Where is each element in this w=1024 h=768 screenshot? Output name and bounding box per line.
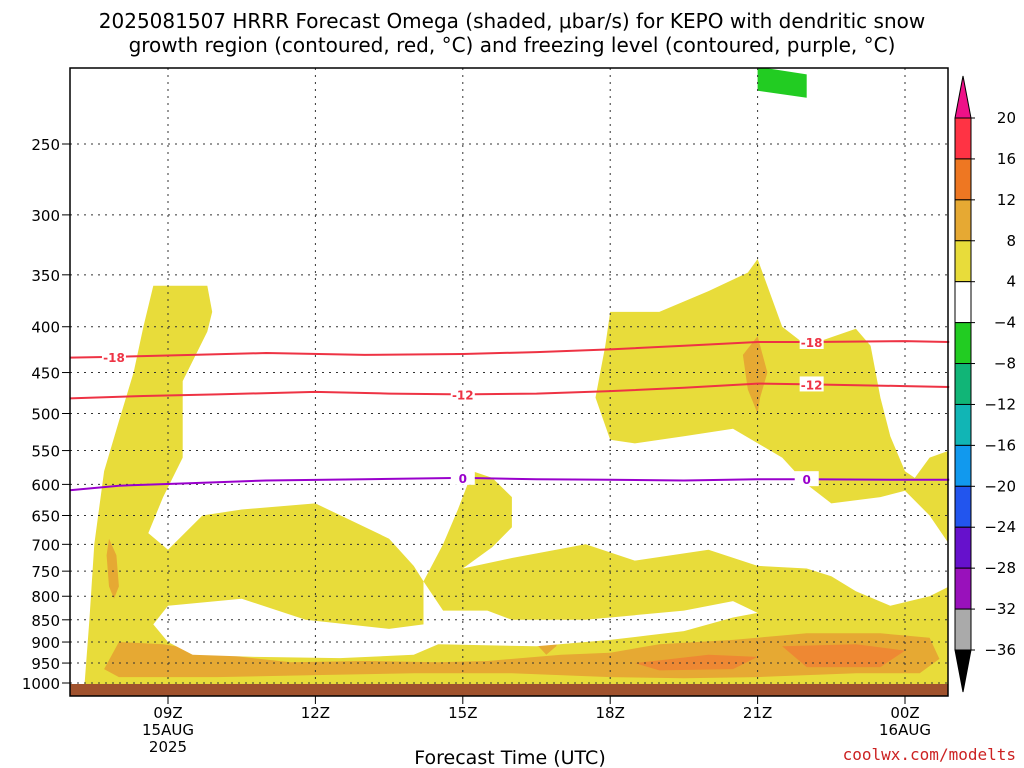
colorbar-swatch-1 bbox=[954, 158, 972, 201]
colorbar-swatch-9 bbox=[954, 485, 972, 528]
chart-title-line-2: growth region (contoured, red, °C) and f… bbox=[129, 33, 896, 57]
colorbar-label: −4 bbox=[994, 314, 1016, 332]
contour-label--18: -18 bbox=[801, 336, 823, 350]
colorbar-label: 16 bbox=[997, 150, 1016, 168]
colorbar-label: −12 bbox=[984, 395, 1016, 413]
y-tick-label-600: 600 bbox=[31, 476, 60, 494]
x-tick-label: 12Z bbox=[301, 704, 330, 722]
colorbar: 20 16 12 8 4 −4 −8 −12 −16 −20 −24 −28 −32 −36 bbox=[954, 75, 1016, 693]
x-tick-label: 09Z bbox=[153, 704, 182, 722]
y-tick-label-950: 950 bbox=[31, 655, 60, 673]
y-tick-label-650: 650 bbox=[31, 508, 60, 526]
y-tick-label-300: 300 bbox=[31, 207, 60, 225]
contour-label-bg bbox=[799, 333, 824, 349]
x-tick-label: 16AUG bbox=[879, 721, 931, 739]
y-tick-label-700: 700 bbox=[31, 536, 60, 554]
temperature-contours: -18 -18 -12 -12 0 0 bbox=[69, 333, 950, 492]
omega-region-7 bbox=[634, 654, 758, 671]
omega-shaded-regions bbox=[84, 68, 948, 684]
contour-label-bg bbox=[101, 348, 126, 364]
x-tick-label: 00Z bbox=[890, 704, 919, 722]
colorbar-label: −8 bbox=[994, 355, 1016, 373]
colorbar-swatch-5 bbox=[954, 322, 972, 365]
omega-region-6 bbox=[782, 644, 905, 668]
colorbar-swatch-12 bbox=[954, 608, 972, 651]
plot-frame bbox=[69, 67, 949, 697]
contour-label--12: -12 bbox=[801, 378, 823, 392]
y-tick-label-350: 350 bbox=[31, 267, 60, 285]
x-tick-label: 15AUG bbox=[142, 721, 194, 739]
contour-label--18: -18 bbox=[103, 351, 125, 365]
colorbar-swatch-3 bbox=[954, 240, 972, 283]
contour-label--12: -12 bbox=[452, 388, 474, 402]
omega-region-3 bbox=[106, 538, 119, 599]
ground-band bbox=[70, 684, 948, 696]
y-tick-label-450: 450 bbox=[31, 365, 60, 383]
plot-area: -18 -18 -12 -12 0 0 bbox=[69, 67, 950, 697]
contour-label-bg bbox=[799, 376, 824, 392]
x-tick-label: 15Z bbox=[448, 704, 477, 722]
y-tick-label-1000: 1000 bbox=[22, 675, 60, 693]
contour-label-0: 0 bbox=[803, 473, 811, 487]
contour-label-bg bbox=[450, 469, 475, 485]
omega-region-8 bbox=[757, 68, 807, 98]
colorbar-label: −28 bbox=[984, 559, 1016, 577]
contour-label-bg bbox=[794, 471, 819, 487]
y-tick-label-400: 400 bbox=[31, 319, 60, 337]
colorbar-swatch-10 bbox=[954, 526, 972, 569]
x-tick-label: 2025 bbox=[149, 738, 187, 756]
colorbar-swatch-0 bbox=[954, 117, 972, 160]
contour-label-0: 0 bbox=[459, 472, 467, 486]
colorbar-swatch-4 bbox=[954, 281, 972, 324]
x-tick-label: 18Z bbox=[596, 704, 625, 722]
colorbar-swatch-6 bbox=[954, 363, 972, 405]
colorbar-swatch-2 bbox=[954, 199, 972, 242]
chart-title-line-1: 2025081507 HRRR Forecast Omega (shaded, … bbox=[99, 9, 925, 33]
y-axis: 1000 950 900 850 800 750 700 650 600 550 500 450 400… bbox=[22, 136, 70, 693]
y-tick-label-500: 500 bbox=[31, 406, 60, 424]
colorbar-label: −16 bbox=[984, 436, 1016, 454]
y-tick-label-800: 800 bbox=[31, 588, 60, 606]
colorbar-swatch-7 bbox=[954, 403, 972, 446]
y-tick-label-550: 550 bbox=[31, 443, 60, 461]
colorbar-top-arrow bbox=[954, 75, 972, 119]
credit-text: coolwx.com/modelts bbox=[843, 745, 1016, 764]
x-tick-label: 21Z bbox=[743, 704, 772, 722]
colorbar-label: −20 bbox=[984, 477, 1016, 495]
omega-region-1 bbox=[595, 259, 948, 543]
colorbar-swatch-8 bbox=[954, 444, 972, 487]
colorbar-bottom-arrow bbox=[954, 649, 972, 693]
grid-lines bbox=[70, 68, 948, 684]
colorbar-label: −32 bbox=[984, 600, 1016, 618]
colorbar-label: 12 bbox=[997, 191, 1016, 209]
colorbar-label: 8 bbox=[1006, 232, 1016, 250]
colorbar-swatch-11 bbox=[954, 567, 972, 610]
colorbar-label: −36 bbox=[984, 641, 1016, 659]
colorbar-label: 20 bbox=[997, 109, 1016, 127]
colorbar-label: 4 bbox=[1006, 273, 1016, 291]
omega-region-5 bbox=[742, 336, 768, 414]
y-tick-label-900: 900 bbox=[31, 634, 60, 652]
x-axis-label: Forecast Time (UTC) bbox=[414, 747, 605, 768]
y-tick-label-250: 250 bbox=[31, 136, 60, 154]
omega-region-0 bbox=[84, 285, 948, 684]
y-tick-label-750: 750 bbox=[31, 563, 60, 581]
contour-label-bg bbox=[450, 386, 475, 402]
y-tick-label-850: 850 bbox=[31, 612, 60, 630]
colorbar-label: −24 bbox=[984, 518, 1016, 536]
